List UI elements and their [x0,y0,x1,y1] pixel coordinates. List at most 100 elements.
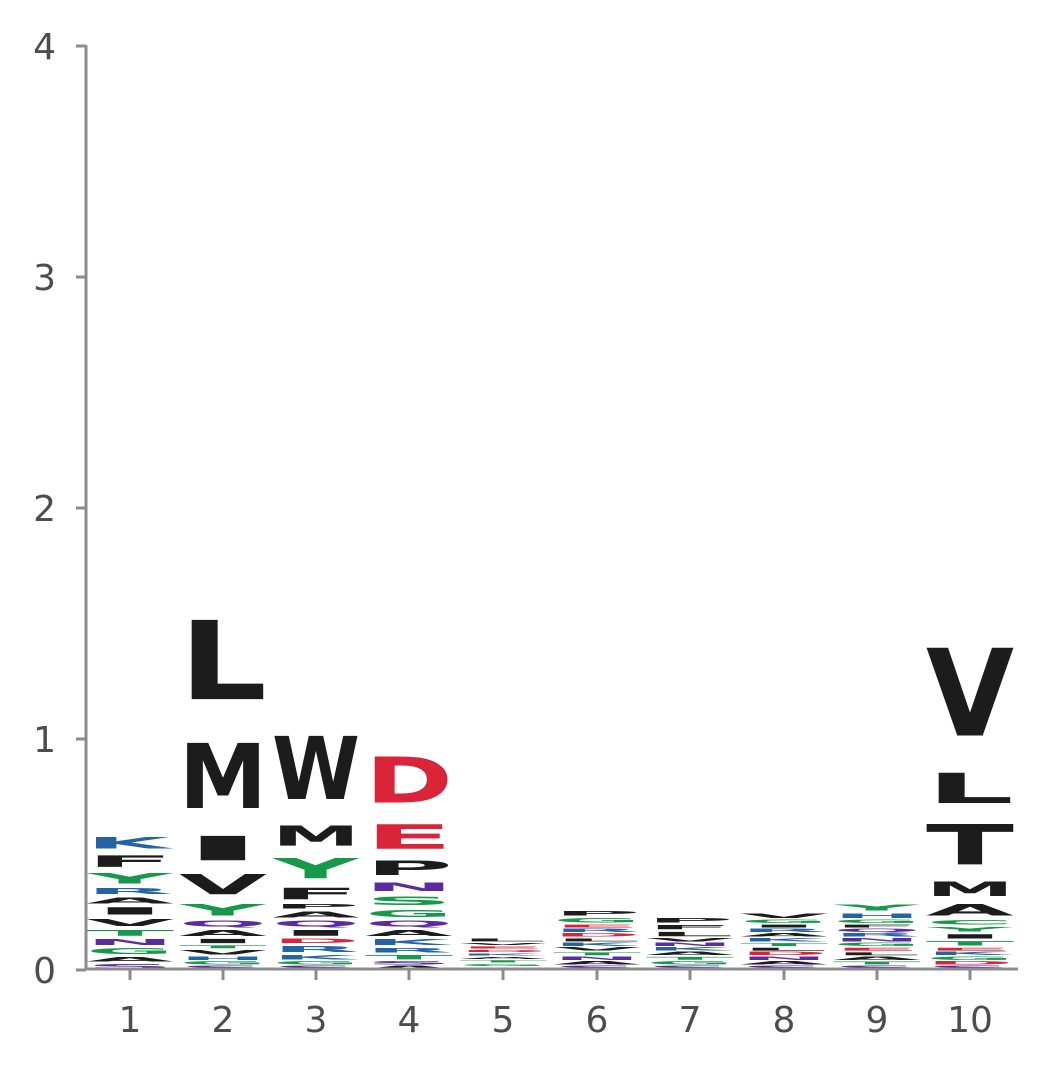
logo-letter: F [86,852,174,870]
logo-letter: G [926,956,1014,961]
logo-letter: V [86,917,175,929]
logo-letter: R [740,928,828,933]
logo-letter: T [740,942,828,947]
logo-letter: R [86,887,174,896]
logo-letter: S [365,894,453,908]
logo-letter: G [833,942,921,947]
logo-letter: V [646,938,734,943]
logo-letter: N [646,942,734,947]
logo-letter: K [86,834,174,852]
x-tick-label: 3 [305,1000,328,1041]
logo-letter: K [553,942,641,947]
y-tick-label: 2 [33,489,56,530]
logo-column: STALEGNRQFGHY [833,903,922,970]
logo-column: SGTAKNVLFP [646,917,734,970]
x-tick-label: 7 [679,1000,702,1041]
logo-letter: N [740,956,828,961]
logo-letter: M [926,878,1014,901]
logo-letter: P [553,910,641,917]
logo-letter: I [179,829,267,868]
logo-stacks: SAGNTVIARYFKSGHVTIAQYVIMLSGKRDIQAPFYMWAS… [86,599,1015,970]
logo-letter: L [179,599,267,725]
logo-letter: M [272,820,360,852]
y-tick-label: 0 [33,951,56,992]
logo-column: SGHVTIAQYVIML [179,599,267,970]
logo-letter: W [272,719,360,820]
x-tick-label: 6 [586,1000,609,1041]
logo-column: ASTRKAQGSNPED [365,744,454,970]
logo-letter: V [179,868,267,900]
logo-letter: A [926,901,1014,919]
logo-letter: E [459,946,547,949]
logo-letter: G [365,908,453,920]
logo-letter: D [926,961,1014,966]
logo-letter: I [740,924,828,929]
logo-letter: M [179,726,267,829]
logo-letter: L [833,952,921,957]
logo-letter: Y [86,871,174,887]
logo-letter: T [833,961,921,966]
y-tick: 4 [33,27,86,68]
logo-letter: L [926,765,1014,813]
logo-column: SANTVKLDREGP [553,910,641,970]
logo-letter: I [179,938,267,945]
logo-letter: A [179,929,267,938]
x-tick-label: 8 [773,1000,796,1041]
logo-letter: R [272,945,360,954]
x-tick: 1 [119,970,142,1041]
x-tick-label: 4 [398,1000,421,1041]
logo-letter: F [272,885,360,903]
logo-letter: A [646,952,734,957]
x-tick-label: 2 [212,1000,235,1041]
logo-letter: S [365,961,453,966]
x-axis-ticks: 1 2 3 4 5 6 7 8 [119,970,993,1041]
logo-letter: V [459,942,547,945]
logo-letter: G [179,961,267,966]
logo-letter: E [926,947,1014,952]
logo-letter: L [553,938,641,943]
logo-letter: K [926,952,1014,957]
x-tick: 8 [773,970,796,1041]
logo-letter: V [926,623,1014,764]
logo-letter: T [365,954,453,961]
logo-letter: Q [365,919,453,928]
logo-letter: A [833,956,921,961]
logo-letter: D [272,938,360,945]
logo-letter: P [646,917,734,924]
x-tick-label: 1 [119,1000,142,1041]
logo-letter: T [926,940,1014,947]
y-tick: 3 [33,258,86,299]
logo-letter: E [833,947,921,952]
logo-letter: K [365,938,454,947]
logo-letter: T [459,960,547,963]
logo-letter: K [740,938,828,943]
logo-letter: Y [926,926,1014,933]
logo-letter: D [740,952,828,957]
logo-letter: K [646,947,734,952]
logo-letter: G [740,919,828,924]
logo-column: SDGKETIYCAMTLV [926,623,1015,970]
logo-letter: A [459,956,547,959]
logo-letter: N [833,938,921,943]
logo-letter: V [179,949,267,956]
logo-letter: S [86,963,174,970]
logo-letter: Y [272,853,360,885]
logo-letter: I [926,933,1014,940]
logo-letter: N [553,956,641,961]
logo-letter: K [272,954,360,961]
logo-column: SGKRDIQAPFYMW [272,719,360,970]
logo-letter: D [459,949,547,952]
x-tick: 9 [866,970,888,1041]
logo-letter: Q [833,928,921,933]
logo-letter: A [740,933,828,938]
logo-letter: A [553,961,641,966]
logo-letter: V [740,912,828,919]
x-tick: 2 [212,970,235,1041]
logo-letter: I [272,928,360,937]
logo-letter: P [272,903,360,910]
logo-letter: K [459,953,547,956]
logo-letter: L [740,947,828,952]
logo-letter: H [179,956,267,961]
y-tick: 0 [33,951,86,992]
